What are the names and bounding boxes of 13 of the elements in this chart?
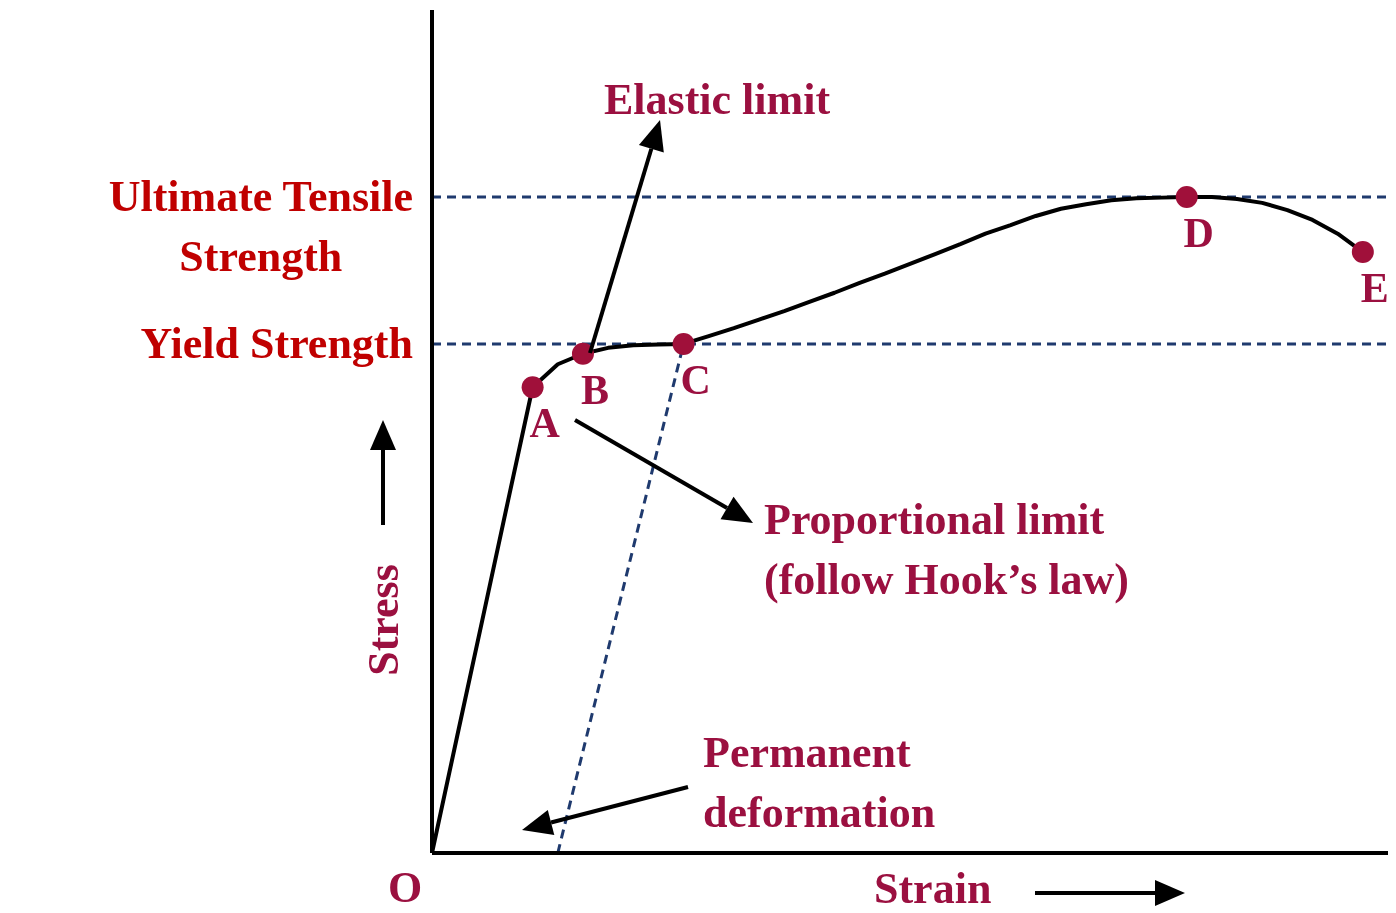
text: Elastic limit: [604, 74, 831, 126]
annotation: E: [1360, 265, 1389, 312]
ref-line-label: Yield Strength: [140, 317, 413, 370]
y-axis-title: Stress: [357, 564, 409, 676]
annotation: D: [1183, 209, 1214, 256]
annotation: C: [680, 356, 711, 403]
annotation: A: [529, 400, 561, 447]
annotation: B: [580, 366, 609, 413]
x-axis-title: Strain: [874, 863, 992, 913]
annotation: Proportional limit (follow Hook’s law): [764, 494, 1130, 606]
ref-line-label: Ultimate Tensile Strength: [108, 170, 413, 283]
annotation: Permanent deformation: [703, 727, 936, 839]
text: O: [388, 862, 423, 913]
